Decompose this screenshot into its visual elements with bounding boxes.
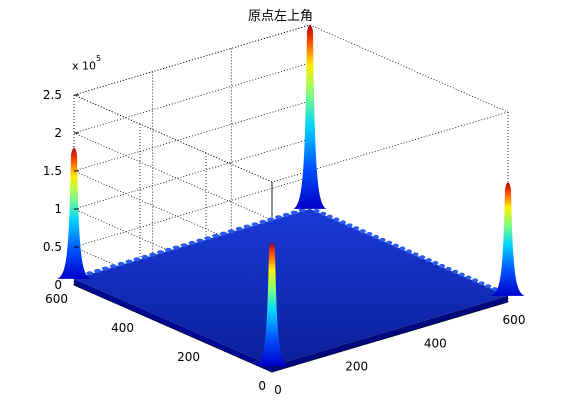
ripple (353, 226, 360, 231)
ripple (101, 266, 109, 271)
ripple (432, 261, 439, 266)
ripple (333, 217, 340, 222)
z-axis-ticks: 0 0.5 1 1.5 2 2.5 (43, 88, 79, 292)
x-tick-label: 200 (345, 360, 368, 374)
ripple (419, 255, 426, 260)
z-tick-label: 0 (54, 278, 62, 292)
surface-front-edge (272, 295, 508, 372)
ripple (196, 238, 204, 243)
ripple (491, 287, 498, 292)
ripple (346, 223, 353, 228)
ripple (149, 252, 157, 257)
ripple (485, 284, 492, 289)
ripple (399, 246, 406, 251)
surface-floor (74, 208, 508, 366)
ripple (86, 271, 94, 276)
z-tick-label: 2 (54, 126, 62, 140)
y-tick-label: 400 (111, 321, 134, 335)
ripple (157, 250, 165, 255)
box-edge (309, 24, 509, 113)
ripple (282, 212, 290, 217)
ripple (259, 219, 267, 224)
ripple (425, 258, 432, 263)
y-tick-label: 600 (45, 292, 68, 306)
x-tick-label: 0 (274, 383, 282, 397)
grid-line (73, 176, 311, 248)
grid-line (73, 132, 273, 221)
grid-line (73, 138, 311, 210)
ripple (204, 236, 212, 241)
ripple (406, 249, 412, 254)
ripple (219, 231, 227, 236)
surface-peak (57, 147, 91, 279)
ripple (445, 266, 452, 271)
z-tick-label: 1 (54, 202, 62, 216)
z-tick-label: 0.5 (43, 240, 62, 254)
z-scale-exponent: 5 (96, 54, 102, 63)
ripple (212, 233, 220, 238)
ripple (373, 234, 379, 239)
ripple (109, 264, 117, 269)
z-scale-factor: x 105 (72, 54, 101, 73)
surface-peak (293, 24, 327, 209)
box-edge (271, 111, 509, 183)
ripple (164, 247, 172, 252)
surface-plot (57, 24, 525, 372)
ripple (172, 245, 180, 250)
ripple (326, 214, 333, 219)
ripple (141, 254, 149, 259)
x-tick-label: 600 (503, 313, 526, 327)
y-tick-label: 200 (177, 350, 200, 364)
ripple (117, 261, 125, 266)
ripple (386, 240, 393, 245)
ripple (340, 220, 346, 225)
ripple (458, 272, 465, 277)
z-tick-label: 2.5 (43, 88, 62, 102)
ripple (188, 240, 196, 245)
ripple (298, 208, 306, 213)
ripple (180, 243, 188, 248)
chart-title: 原点左上角 (247, 9, 313, 24)
ripple (379, 237, 386, 242)
box-edge (73, 24, 311, 96)
z-scale-prefix: x 10 (72, 59, 97, 73)
ripple (235, 226, 243, 231)
ripple (439, 263, 445, 268)
ripple (243, 224, 251, 229)
z-tick-label: 1.5 (43, 164, 62, 178)
surface-peak (491, 182, 525, 296)
ripple (359, 229, 366, 234)
ripple (320, 211, 327, 216)
grid-line (73, 100, 311, 172)
ripple (227, 229, 235, 234)
y-tick-label: 0 (258, 379, 266, 393)
ripple (412, 252, 419, 257)
ripple (478, 281, 485, 286)
ripple (94, 268, 102, 273)
ripple (472, 278, 478, 283)
ripple (251, 222, 259, 227)
ripple (313, 208, 320, 213)
box-edge (73, 94, 273, 183)
y-axis-ticks: 0 200 400 600 (45, 292, 266, 393)
x-tick-label: 400 (424, 336, 447, 350)
ripple (125, 259, 133, 264)
ripple (452, 269, 459, 274)
ripple (133, 257, 141, 262)
ripple (465, 275, 472, 280)
ripple (392, 243, 399, 248)
ripple (275, 215, 283, 220)
ripple (267, 217, 275, 222)
surface-left-edge (74, 278, 272, 372)
ripple (290, 210, 298, 215)
surface-peak (255, 242, 289, 366)
grid-line (73, 62, 311, 134)
ripple (366, 232, 373, 237)
x-axis-ticks: 0 200 400 600 (274, 313, 525, 397)
